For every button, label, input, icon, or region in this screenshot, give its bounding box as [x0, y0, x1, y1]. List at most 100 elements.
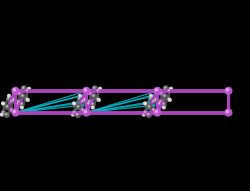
Circle shape	[4, 112, 9, 117]
Circle shape	[167, 98, 168, 99]
Circle shape	[16, 103, 17, 104]
Circle shape	[12, 109, 19, 116]
Circle shape	[151, 108, 155, 112]
Circle shape	[10, 108, 11, 110]
Circle shape	[84, 89, 86, 91]
Circle shape	[144, 102, 146, 105]
Circle shape	[97, 90, 98, 91]
Circle shape	[158, 103, 159, 104]
Circle shape	[88, 100, 92, 104]
Circle shape	[146, 112, 151, 117]
Circle shape	[18, 92, 20, 94]
Circle shape	[168, 99, 171, 101]
Circle shape	[77, 105, 79, 107]
Circle shape	[164, 86, 168, 91]
Circle shape	[0, 113, 3, 116]
Circle shape	[89, 92, 93, 96]
Circle shape	[84, 99, 85, 100]
Circle shape	[72, 113, 74, 116]
Circle shape	[96, 89, 100, 93]
Circle shape	[155, 99, 156, 100]
Circle shape	[2, 102, 4, 105]
Circle shape	[92, 95, 94, 96]
Circle shape	[2, 103, 3, 104]
Circle shape	[88, 91, 91, 94]
Circle shape	[225, 87, 232, 94]
Circle shape	[1, 114, 2, 115]
Circle shape	[160, 92, 162, 94]
Circle shape	[155, 89, 158, 91]
Circle shape	[98, 99, 99, 100]
Circle shape	[96, 97, 100, 101]
Circle shape	[28, 87, 30, 90]
Circle shape	[150, 95, 151, 96]
Circle shape	[26, 99, 29, 101]
Circle shape	[160, 92, 164, 96]
Circle shape	[153, 109, 156, 112]
Circle shape	[144, 110, 148, 114]
Circle shape	[164, 87, 166, 88]
Circle shape	[28, 88, 29, 89]
Circle shape	[81, 100, 85, 104]
Circle shape	[74, 103, 76, 104]
Circle shape	[76, 105, 81, 109]
Circle shape	[144, 102, 148, 106]
Circle shape	[25, 89, 29, 93]
Circle shape	[83, 98, 86, 101]
Circle shape	[152, 100, 156, 104]
Circle shape	[74, 102, 78, 106]
Circle shape	[99, 87, 102, 90]
Circle shape	[92, 103, 93, 104]
Circle shape	[154, 87, 161, 94]
Circle shape	[99, 88, 100, 89]
Circle shape	[92, 106, 94, 109]
Circle shape	[142, 113, 145, 116]
Circle shape	[22, 87, 24, 88]
Circle shape	[153, 100, 154, 102]
Circle shape	[145, 103, 146, 104]
Circle shape	[73, 111, 74, 112]
Circle shape	[162, 94, 168, 99]
Circle shape	[150, 94, 152, 97]
Circle shape	[148, 97, 152, 101]
Circle shape	[11, 109, 14, 112]
Circle shape	[155, 110, 158, 113]
Circle shape	[21, 94, 25, 99]
Circle shape	[26, 90, 28, 91]
Circle shape	[167, 89, 171, 93]
Circle shape	[168, 90, 170, 91]
Circle shape	[80, 108, 84, 112]
Circle shape	[154, 98, 157, 101]
Circle shape	[82, 100, 83, 102]
Circle shape	[72, 110, 76, 114]
Circle shape	[83, 109, 90, 116]
Circle shape	[5, 105, 10, 109]
Circle shape	[149, 98, 151, 99]
Circle shape	[7, 97, 10, 101]
Circle shape	[92, 86, 98, 91]
Circle shape	[78, 97, 82, 101]
Circle shape	[83, 87, 90, 94]
Circle shape	[226, 89, 228, 91]
Circle shape	[73, 103, 74, 104]
Circle shape	[79, 95, 80, 96]
Circle shape	[91, 102, 95, 106]
Circle shape	[12, 87, 19, 94]
Circle shape	[13, 99, 14, 100]
Circle shape	[144, 111, 146, 112]
Circle shape	[148, 105, 150, 107]
Circle shape	[163, 107, 164, 108]
Circle shape	[3, 103, 4, 104]
Circle shape	[163, 103, 164, 104]
Circle shape	[11, 100, 12, 102]
Circle shape	[147, 113, 149, 115]
Circle shape	[24, 97, 28, 101]
Circle shape	[16, 103, 18, 105]
Circle shape	[22, 95, 23, 96]
Circle shape	[20, 102, 24, 106]
Circle shape	[18, 92, 22, 96]
Circle shape	[81, 108, 82, 110]
Circle shape	[143, 114, 144, 115]
Circle shape	[92, 94, 96, 99]
Circle shape	[225, 109, 232, 116]
